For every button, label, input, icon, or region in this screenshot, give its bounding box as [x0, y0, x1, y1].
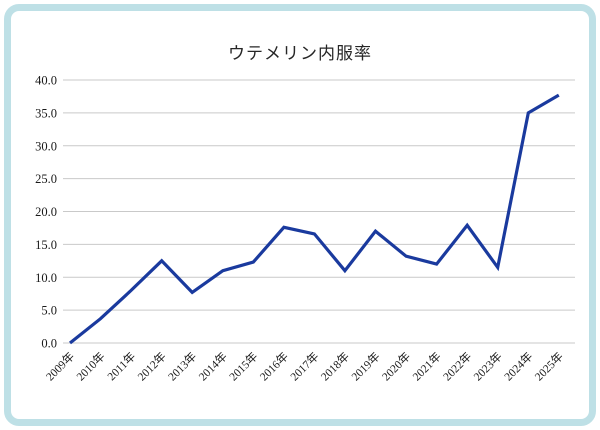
y-axis-tick-label: 0.0 — [41, 337, 57, 351]
x-axis-tick-label: 2025年 — [532, 349, 566, 383]
x-axis-tick-label: 2020年 — [379, 349, 413, 383]
y-axis-tick-label: 5.0 — [41, 304, 57, 318]
y-axis-tick-label: 15.0 — [35, 238, 57, 252]
x-axis-tick-label: 2013年 — [165, 349, 199, 383]
x-axis-tick-label: 2019年 — [348, 349, 382, 383]
x-axis-tick-label: 2016年 — [257, 349, 291, 383]
x-axis-tick-label: 2010年 — [73, 349, 107, 383]
y-axis-tick-label: 40.0 — [35, 74, 57, 88]
data-series-line — [69, 93, 560, 345]
x-axis-tick-label: 2022年 — [440, 349, 474, 383]
x-axis-tick-label: 2017年 — [287, 349, 321, 383]
y-axis-tick-label: 25.0 — [35, 172, 57, 186]
x-axis-tick-label: 2012年 — [134, 349, 168, 383]
x-axis-tick-label: 2023年 — [471, 349, 505, 383]
x-axis-tick-label: 2024年 — [501, 349, 535, 383]
x-axis-tick-label: 2021年 — [409, 349, 443, 383]
y-axis-tick-label: 20.0 — [35, 205, 57, 219]
x-axis-tick-label: 2014年 — [196, 349, 230, 383]
x-axis-tick-label: 2018年 — [318, 349, 352, 383]
y-axis-tick-label: 10.0 — [35, 271, 57, 285]
y-axis-tick-label: 30.0 — [35, 139, 57, 153]
x-axis-tick-label: 2015年 — [226, 349, 260, 383]
y-axis-tick-label: 35.0 — [35, 106, 57, 120]
x-axis-tick-label: 2011年 — [104, 349, 138, 383]
chart-title: ウテメリン内服率 — [228, 44, 372, 63]
x-axis-tick-label: 2009年 — [43, 349, 77, 383]
